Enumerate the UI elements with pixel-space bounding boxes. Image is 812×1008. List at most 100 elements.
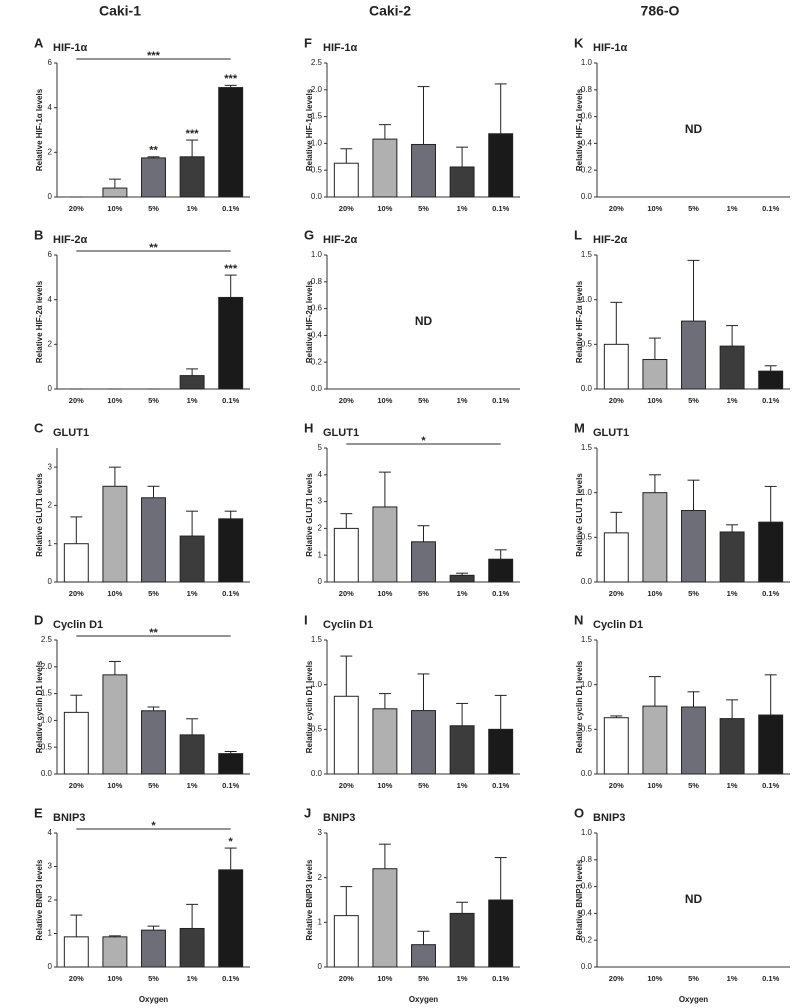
x-tick-label: 1% bbox=[457, 589, 468, 598]
panel-title: HIF-1α bbox=[593, 42, 628, 54]
x-tick-label: 5% bbox=[688, 781, 699, 790]
x-tick-label: 0.1% bbox=[762, 589, 779, 598]
bar bbox=[63, 543, 89, 583]
panel-title: GLUT1 bbox=[323, 427, 359, 439]
bar bbox=[218, 87, 244, 198]
y-tick-label: 0 bbox=[318, 962, 323, 971]
x-tick-label: 1% bbox=[457, 781, 468, 790]
y-tick-label: 4 bbox=[318, 470, 323, 479]
panel-letter: H bbox=[304, 420, 313, 435]
x-tick-label: 20% bbox=[339, 974, 354, 983]
x-tick-label: 0.1% bbox=[222, 396, 239, 405]
panel-letter: N bbox=[574, 612, 583, 627]
y-tick-label: 1.0 bbox=[581, 828, 593, 837]
x-tick-label: 0.1% bbox=[222, 781, 239, 790]
significance-label: * bbox=[229, 836, 234, 848]
y-tick-label: 0.0 bbox=[311, 384, 323, 393]
y-tick-label: 2.0 bbox=[311, 85, 323, 94]
x-tick-label: 20% bbox=[339, 396, 354, 405]
panel-title: BNIP3 bbox=[593, 812, 625, 824]
y-tick-label: 0 bbox=[48, 192, 53, 201]
y-tick-label: 0.5 bbox=[41, 742, 53, 751]
x-tick-label: 0.1% bbox=[762, 781, 779, 790]
y-axis-label: Relative BNIP3 levels bbox=[575, 859, 584, 940]
x-tick-label: 10% bbox=[647, 396, 662, 405]
y-axis-label: Relative cyclin D1 levels bbox=[35, 660, 44, 753]
y-tick-label: 3 bbox=[48, 862, 53, 871]
bar bbox=[449, 574, 475, 583]
bar bbox=[411, 944, 436, 968]
panel-letter: D bbox=[34, 612, 43, 627]
bar bbox=[179, 927, 205, 968]
x-tick-label: 10% bbox=[377, 589, 392, 598]
bar bbox=[642, 492, 668, 583]
y-tick-label: 1.5 bbox=[581, 250, 593, 259]
x-tick-label: 10% bbox=[377, 974, 392, 983]
panel-letter: M bbox=[574, 420, 585, 435]
x-tick-label: 5% bbox=[688, 396, 699, 405]
y-tick-label: 1 bbox=[318, 917, 323, 926]
x-tick-label: 20% bbox=[339, 589, 354, 598]
y-tick-label: 3 bbox=[318, 497, 323, 506]
x-tick-label: 20% bbox=[609, 204, 624, 213]
y-tick-label: 0.5 bbox=[581, 724, 593, 733]
y-axis-label: Relative GLUT1 levels bbox=[35, 473, 44, 557]
panel-letter: C bbox=[34, 420, 44, 435]
y-tick-label: 0.2 bbox=[581, 165, 593, 174]
x-tick-label: 0.1% bbox=[222, 974, 239, 983]
y-tick-label: 3 bbox=[48, 462, 53, 471]
x-tick-label: 0.1% bbox=[762, 204, 779, 213]
y-tick-label: 2 bbox=[318, 873, 323, 882]
y-tick-label: 1.5 bbox=[41, 689, 53, 698]
y-tick-label: 1 bbox=[48, 539, 53, 548]
x-tick-label: 10% bbox=[107, 781, 122, 790]
y-tick-label: 2 bbox=[318, 524, 323, 533]
x-tick-label: 1% bbox=[457, 974, 468, 983]
x-axis-label: Oxygen bbox=[679, 995, 708, 1004]
y-axis-label: Relative HIF-2α levels bbox=[305, 280, 314, 363]
bar bbox=[218, 518, 244, 583]
significance-label: * bbox=[421, 435, 426, 447]
y-tick-label: 0 bbox=[318, 577, 323, 586]
bar bbox=[411, 143, 436, 198]
x-tick-label: 10% bbox=[377, 396, 392, 405]
panel-title: BNIP3 bbox=[53, 812, 85, 824]
x-tick-label: 5% bbox=[148, 396, 159, 405]
note: ND bbox=[415, 314, 433, 328]
bar bbox=[719, 345, 745, 390]
panel-title: Cyclin D1 bbox=[323, 619, 373, 631]
y-axis-label: Relative HIF-1α levels bbox=[575, 88, 584, 171]
y-tick-label: 0.4 bbox=[581, 909, 593, 918]
bar bbox=[719, 531, 745, 583]
bar bbox=[179, 535, 205, 583]
x-tick-label: 20% bbox=[69, 204, 84, 213]
bar bbox=[642, 359, 668, 390]
significance-label: *** bbox=[186, 128, 200, 140]
bar bbox=[681, 510, 706, 583]
significance-label: * bbox=[151, 820, 156, 832]
bar bbox=[449, 725, 475, 775]
x-axis-label: Oxygen bbox=[139, 995, 168, 1004]
y-tick-label: 1.0 bbox=[41, 716, 53, 725]
y-tick-label: 0.8 bbox=[581, 85, 593, 94]
x-tick-label: 10% bbox=[647, 589, 662, 598]
panel-title: GLUT1 bbox=[53, 427, 89, 439]
bar bbox=[179, 734, 205, 775]
x-tick-label: 0.1% bbox=[492, 589, 509, 598]
bar bbox=[488, 133, 514, 198]
x-tick-label: 20% bbox=[339, 781, 354, 790]
x-tick-label: 1% bbox=[727, 589, 738, 598]
x-tick-label: 1% bbox=[187, 589, 198, 598]
panel-title: GLUT1 bbox=[593, 427, 629, 439]
panel-title: HIF-2α bbox=[323, 234, 358, 246]
y-tick-label: 0 bbox=[48, 384, 53, 393]
y-tick-label: 0.0 bbox=[311, 769, 323, 778]
y-tick-label: 1.0 bbox=[311, 139, 323, 148]
panel-title: Cyclin D1 bbox=[593, 619, 643, 631]
y-tick-label: 2 bbox=[48, 339, 53, 348]
bar bbox=[333, 162, 359, 198]
panel-letter: O bbox=[574, 805, 584, 820]
panel-title: HIF-1α bbox=[323, 42, 358, 54]
x-tick-label: 1% bbox=[727, 204, 738, 213]
y-tick-label: 0.5 bbox=[581, 339, 593, 348]
